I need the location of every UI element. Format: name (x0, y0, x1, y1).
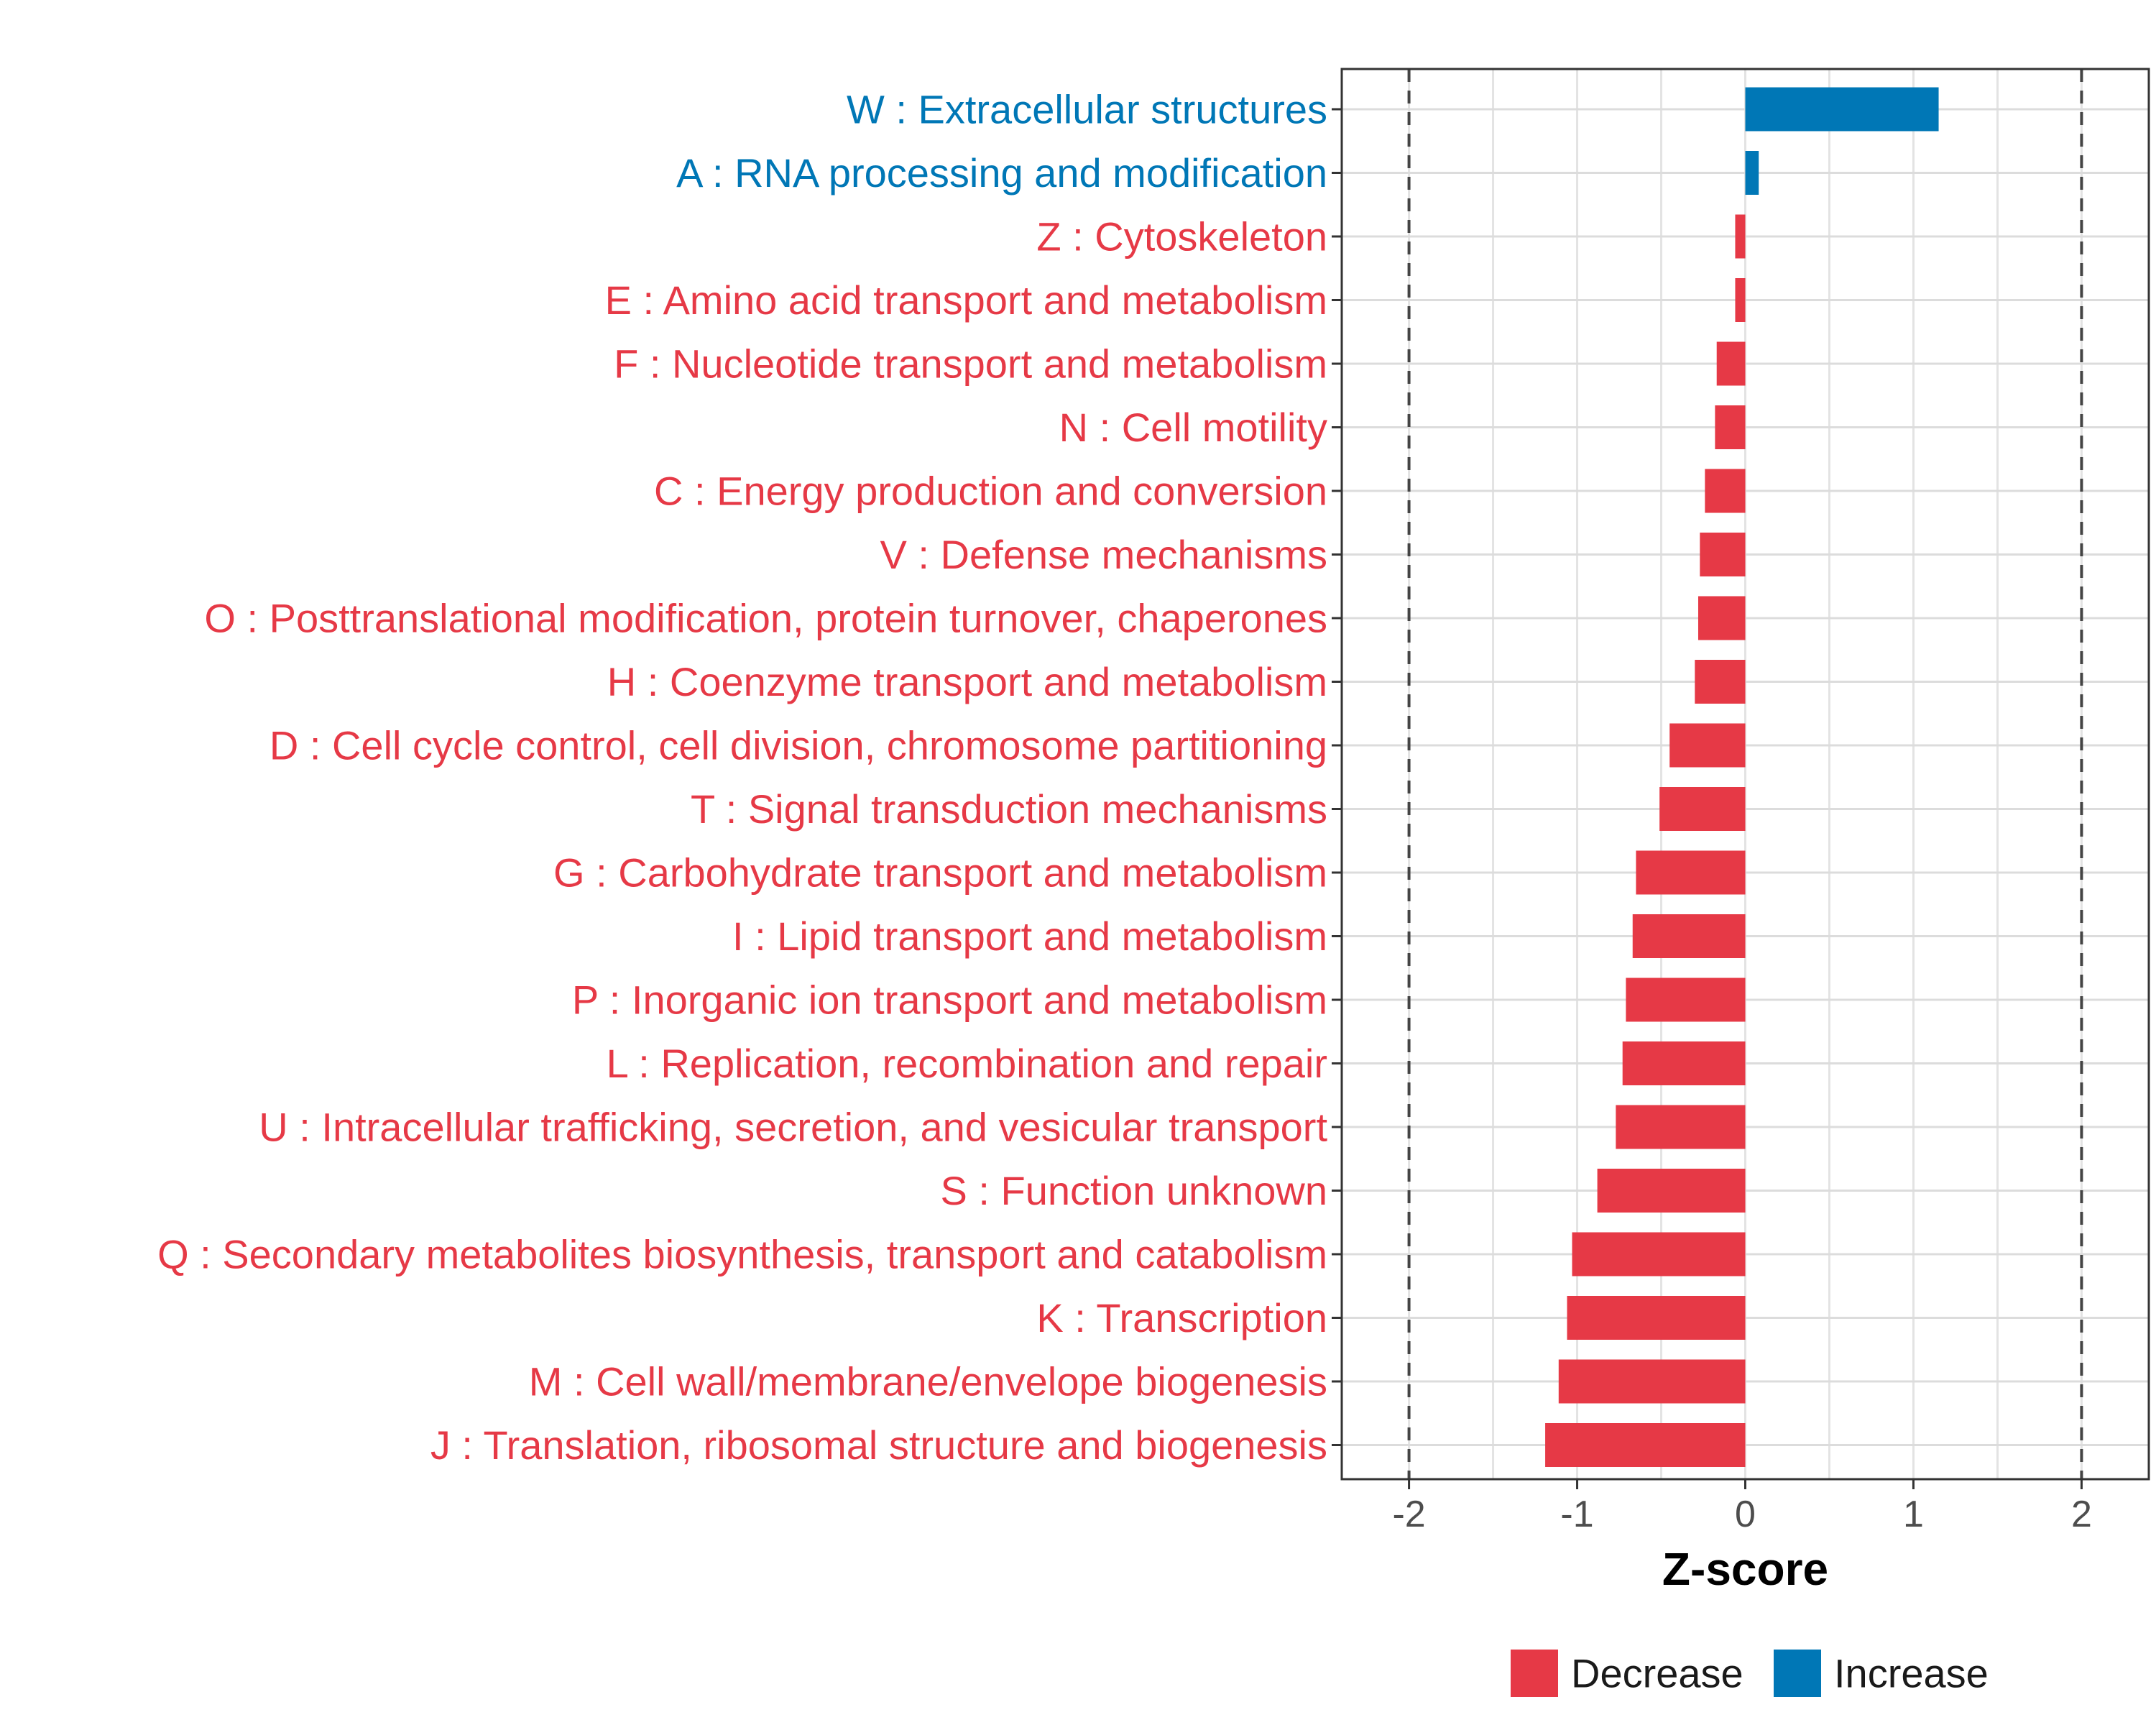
bar (1558, 1359, 1746, 1404)
category-label: G : Carbohydrate transport and metabolis… (553, 850, 1327, 896)
x-axis-title: Z-score (1662, 1543, 1828, 1595)
category-label: K : Transcription (1036, 1295, 1327, 1340)
legend-swatch-decrease (1511, 1650, 1558, 1697)
bar (1735, 278, 1746, 322)
bar (1745, 87, 1939, 132)
bar (1669, 723, 1746, 768)
category-label: I : Lipid transport and metabolism (732, 914, 1327, 959)
reference-lines (1407, 69, 2083, 1479)
bar (1597, 1169, 1746, 1213)
category-label: C : Energy production and conversion (654, 469, 1327, 514)
category-label: U : Intracellular trafficking, secretion… (259, 1105, 1327, 1150)
bars-layer (1545, 87, 1939, 1467)
bar (1715, 405, 1746, 449)
category-label: J : Translation, ribosomal structure and… (430, 1422, 1327, 1468)
category-label: O : Posttranslational modification, prot… (204, 596, 1327, 641)
bar (1626, 978, 1746, 1022)
category-label: L : Replication, recombination and repai… (607, 1041, 1327, 1086)
bar (1705, 469, 1746, 513)
bar (1745, 151, 1759, 195)
bar (1545, 1423, 1746, 1467)
x-tick-label: -2 (1392, 1494, 1425, 1535)
legend-label-decrease: Decrease (1571, 1651, 1743, 1696)
category-label: T : Signal transduction mechanisms (691, 786, 1327, 832)
x-tick-label: 1 (1903, 1494, 1924, 1535)
bar (1697, 596, 1746, 640)
x-tick-label: 2 (2071, 1494, 2092, 1535)
category-label: Q : Secondary metabolites biosynthesis, … (157, 1232, 1327, 1277)
category-label: H : Coenzyme transport and metabolism (607, 659, 1327, 704)
category-label: P : Inorganic ion transport and metaboli… (572, 978, 1327, 1023)
category-label: F : Nucleotide transport and metabolism (614, 341, 1327, 387)
bar (1567, 1296, 1746, 1340)
category-label: M : Cell wall/membrane/envelope biogenes… (529, 1359, 1327, 1404)
bar (1636, 850, 1746, 895)
bar (1622, 1041, 1746, 1085)
bar (1632, 914, 1746, 958)
category-label: A : RNA processing and modification (676, 150, 1327, 196)
x-axis: -2 -1 0 1 2 (1392, 1479, 2092, 1535)
category-label: V : Defense mechanisms (880, 532, 1327, 577)
bar (1695, 660, 1746, 704)
bar (1616, 1105, 1746, 1149)
bar (1735, 214, 1746, 259)
x-tick-label: -1 (1560, 1494, 1593, 1535)
legend: Decrease Increase (1511, 1650, 1989, 1697)
bar (1659, 787, 1746, 831)
bar (1716, 341, 1746, 386)
category-label: S : Function unknown (940, 1168, 1327, 1213)
category-label: Z : Cytoskeleton (1036, 214, 1327, 259)
legend-label-increase: Increase (1834, 1651, 1989, 1696)
bar (1572, 1232, 1746, 1276)
legend-swatch-increase (1774, 1650, 1821, 1697)
bar (1700, 533, 1746, 576)
x-tick-label: 0 (1735, 1494, 1756, 1535)
category-label: D : Cell cycle control, cell division, c… (270, 723, 1327, 768)
category-label: E : Amino acid transport and metabolism (605, 277, 1327, 323)
category-label: W : Extracellular structures (847, 87, 1327, 132)
category-label: N : Cell motility (1059, 405, 1327, 450)
category-axis: W : Extracellular structures A : RNA proc… (157, 87, 1342, 1468)
